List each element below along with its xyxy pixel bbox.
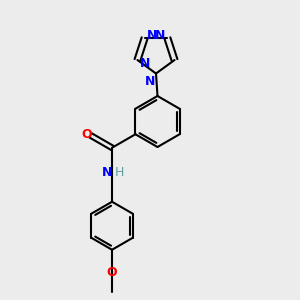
Text: N: N	[140, 56, 150, 70]
Text: N: N	[145, 74, 155, 88]
Text: N: N	[147, 29, 157, 42]
Text: H: H	[115, 166, 124, 179]
Text: O: O	[107, 266, 117, 279]
Text: O: O	[81, 128, 92, 141]
Text: N: N	[155, 29, 165, 42]
Text: N: N	[101, 166, 112, 179]
